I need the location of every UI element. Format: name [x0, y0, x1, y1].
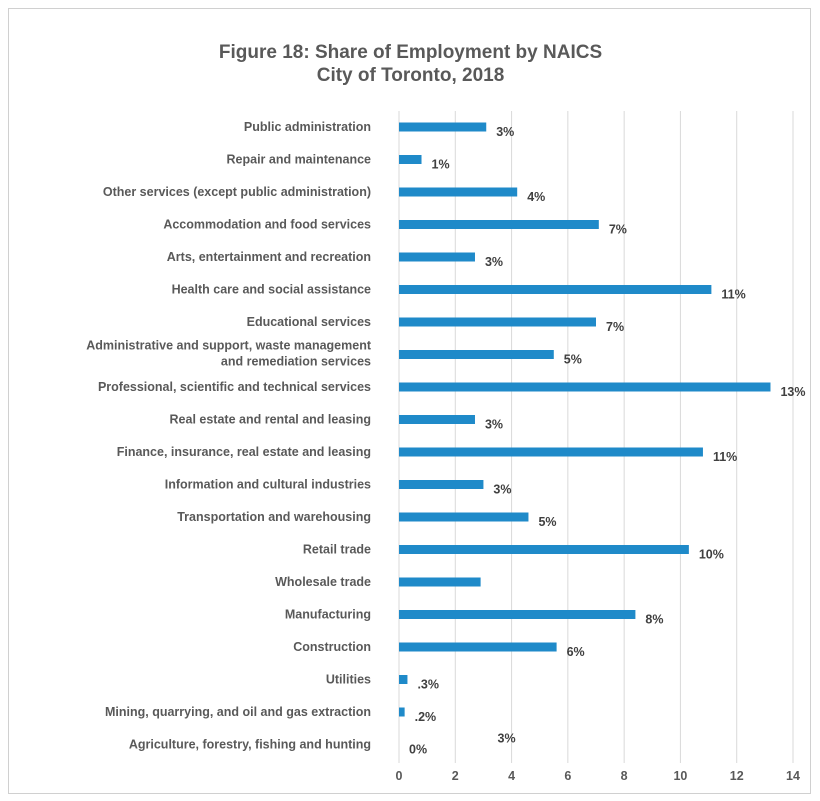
category-label: and remediation services [221, 355, 371, 369]
category-label: Accommodation and food services [163, 218, 371, 232]
x-tick-label: 12 [730, 769, 744, 783]
chart-subtitle: City of Toronto, 2018 [316, 65, 505, 86]
bar [399, 577, 481, 587]
data-label: 4% [527, 190, 545, 204]
category-label: Transportation and warehousing [177, 510, 371, 524]
x-tick-label: 6 [564, 769, 571, 783]
category-label: Health care and social assistance [172, 283, 371, 297]
data-label: .2% [415, 710, 437, 724]
category-label: Utilities [326, 673, 371, 687]
data-label: 10% [699, 548, 724, 562]
bar [399, 285, 712, 294]
data-label: 1% [432, 158, 450, 172]
chart-frame: Figure 18: Share of Employment by NAICS … [8, 8, 811, 794]
data-label: .3% [417, 678, 439, 692]
bar [399, 642, 557, 652]
category-label: Wholesale trade [275, 575, 371, 589]
bar [399, 122, 487, 132]
category-label: Construction [293, 640, 371, 654]
category-label: Educational services [247, 315, 371, 329]
annotation-label: 3% [498, 732, 516, 746]
bar [399, 707, 405, 717]
category-label: Retail trade [303, 543, 371, 557]
x-tick-label: 4 [508, 769, 515, 783]
category-label: Mining, quarrying, and oil and gas extra… [105, 705, 371, 719]
bar [399, 415, 475, 424]
bar [399, 220, 599, 229]
data-label: 8% [645, 613, 663, 627]
x-tick-label: 0 [396, 769, 403, 783]
bar [399, 187, 518, 197]
chart-title: Figure 18: Share of Employment by NAICS [218, 42, 603, 63]
bar [399, 317, 596, 327]
category-label: Information and cultural industries [165, 478, 371, 492]
bar [399, 350, 554, 359]
data-label: 11% [713, 450, 737, 464]
category-label: Arts, entertainment and recreation [167, 250, 371, 264]
data-label: 6% [567, 645, 585, 659]
x-tick-label: 8 [621, 769, 628, 783]
category-label: Manufacturing [285, 608, 371, 622]
bar [399, 512, 529, 522]
category-label: Repair and maintenance [227, 153, 372, 167]
data-label: 0% [409, 743, 427, 757]
bar [399, 480, 484, 489]
bar [399, 252, 475, 262]
data-label: 5% [538, 515, 556, 529]
bar [399, 545, 689, 554]
data-label: 13% [780, 385, 805, 399]
bar [399, 447, 703, 457]
x-tick-label: 2 [452, 769, 459, 783]
bar [399, 382, 771, 392]
data-label: 3% [496, 125, 514, 139]
data-label: 3% [493, 483, 511, 497]
data-label: 7% [609, 223, 627, 237]
category-label: Professional, scientific and technical s… [98, 380, 371, 394]
category-label: Administrative and support, waste manage… [86, 339, 372, 353]
category-label: Real estate and rental and leasing [170, 413, 371, 427]
data-label: 3% [485, 418, 503, 432]
chart-title-block: Figure 18: Share of Employment by NAICS … [9, 41, 812, 87]
x-tick-label: 14 [786, 769, 800, 783]
category-label: Public administration [244, 120, 371, 134]
data-label: 5% [564, 353, 582, 367]
bar [399, 155, 422, 164]
bar [399, 675, 408, 684]
x-tick-label: 10 [673, 769, 687, 783]
category-label: Other services (except public administra… [103, 185, 371, 199]
category-label: Agriculture, forestry, fishing and hunti… [129, 738, 371, 752]
category-label: Finance, insurance, real estate and leas… [117, 445, 371, 459]
bar [399, 610, 636, 619]
data-label: 7% [606, 320, 624, 334]
data-label: 3% [485, 255, 503, 269]
data-label: 11% [721, 288, 745, 302]
